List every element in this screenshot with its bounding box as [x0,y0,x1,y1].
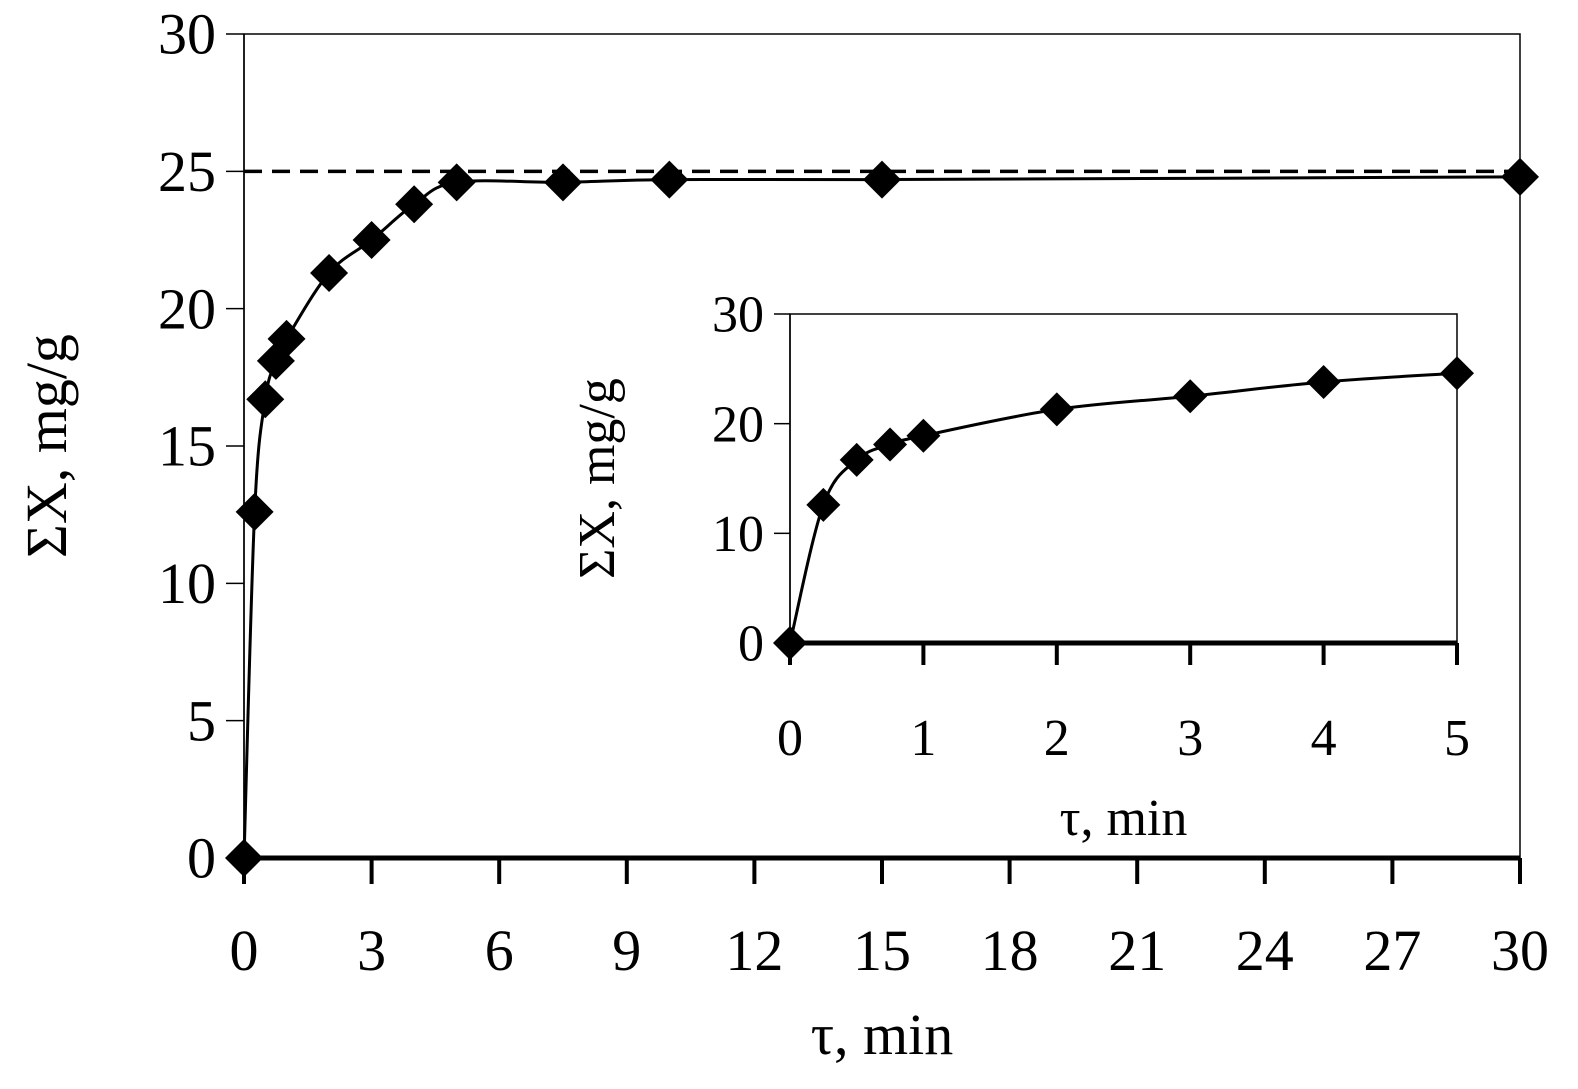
inset-data-point [873,427,908,462]
inset-x-tick-label: 0 [777,710,803,767]
main-data-point [267,319,306,358]
inset-x-tick-label: 1 [910,710,936,767]
main-x-tick-label: 9 [612,918,641,983]
main-data-point [650,160,689,199]
inset-data-point [906,418,941,453]
inset-data-point [1306,364,1341,399]
main-y-tick-label: 5 [187,688,216,753]
inset-y-axis-title: ΣX, mg/g [569,378,626,579]
inset-data-point [1440,356,1474,391]
main-data-point [437,163,476,202]
inset-x-tick-label: 2 [1044,710,1070,767]
main-y-tick-label: 0 [187,826,216,891]
main-x-tick-label: 30 [1491,918,1549,983]
main-y-tick-label: 15 [158,414,216,479]
inset-data-point [806,487,841,522]
main-data-point [235,492,274,531]
main-x-axis-title: τ, min [811,1002,954,1067]
inset-data-point [773,626,807,660]
main-x-tick-label: 6 [485,918,514,983]
main-data-point [863,160,901,199]
main-x-tick-label: 24 [1236,918,1294,983]
inset-x-tick-label: 3 [1177,710,1203,767]
main-x-tick-label: 21 [1108,918,1166,983]
main-data-point [246,380,285,419]
main-data-point [352,221,391,259]
main-x-tick-label: 15 [853,918,911,983]
main-y-tick-label: 10 [158,551,216,616]
main-data-point [544,163,582,202]
main-data-point [1501,157,1539,196]
inset-x-tick-label: 5 [1444,710,1470,767]
main-y-tick-label: 25 [158,139,216,204]
inset-data-point [839,442,874,477]
main-x-tick-label: 12 [725,918,783,983]
inset-x-axis-title: τ, min [1060,790,1188,847]
main-x-tick-label: 3 [357,918,386,983]
main-x-tick-label: 27 [1363,918,1421,983]
inset-frame [789,313,1458,644]
inset-y-tick-label: 20 [712,396,764,453]
main-data-point [395,185,434,224]
inset-plot-area: 0 10 20 30 0 1 2 3 4 5 τ, min ΣX, mg/g [569,287,1474,847]
main-x-tick-label: 0 [230,918,259,983]
main-y-tick-label: 20 [158,276,216,341]
main-y-tick-label: 30 [158,2,216,67]
main-data-point [225,839,263,877]
inset-y-tick-label: 10 [712,506,764,563]
inset-y-tick-label: 0 [738,616,764,673]
main-data-point [310,253,349,292]
inset-x-tick-label: 4 [1311,710,1337,767]
main-y-axis-title: ΣX, mg/g [14,334,79,558]
inset-data-point [1039,392,1074,427]
inset-series-line [788,371,1458,644]
main-x-tick-label: 18 [981,918,1039,983]
inset-data-point [1173,379,1208,414]
inset-y-tick-label: 30 [712,287,764,344]
